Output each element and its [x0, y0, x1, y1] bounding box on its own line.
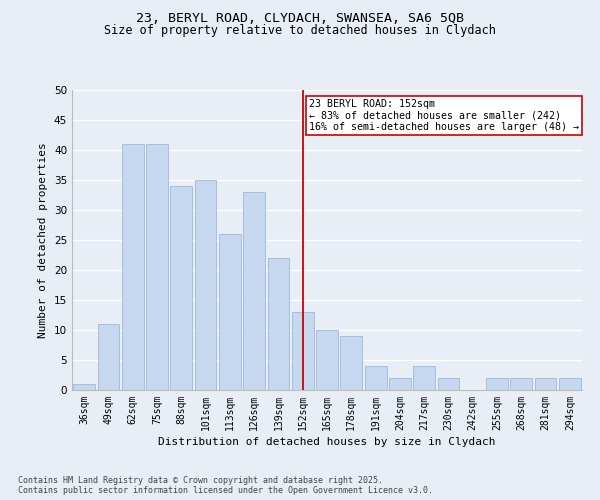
Text: 23 BERYL ROAD: 152sqm
← 83% of detached houses are smaller (242)
16% of semi-det: 23 BERYL ROAD: 152sqm ← 83% of detached … — [309, 99, 579, 132]
Bar — [97, 324, 119, 390]
Text: Size of property relative to detached houses in Clydach: Size of property relative to detached ho… — [104, 24, 496, 37]
Bar — [365, 366, 386, 390]
Bar — [340, 336, 362, 390]
Text: Contains HM Land Registry data © Crown copyright and database right 2025.
Contai: Contains HM Land Registry data © Crown c… — [18, 476, 433, 495]
Bar — [170, 186, 192, 390]
Y-axis label: Number of detached properties: Number of detached properties — [38, 142, 49, 338]
X-axis label: Distribution of detached houses by size in Clydach: Distribution of detached houses by size … — [158, 437, 496, 447]
Bar — [268, 258, 289, 390]
Bar — [486, 378, 508, 390]
Bar — [535, 378, 556, 390]
Bar — [559, 378, 581, 390]
Bar — [219, 234, 241, 390]
Bar — [292, 312, 314, 390]
Bar — [122, 144, 143, 390]
Bar — [194, 180, 217, 390]
Text: 23, BERYL ROAD, CLYDACH, SWANSEA, SA6 5QB: 23, BERYL ROAD, CLYDACH, SWANSEA, SA6 5Q… — [136, 12, 464, 26]
Bar — [146, 144, 168, 390]
Bar — [389, 378, 411, 390]
Bar — [511, 378, 532, 390]
Bar — [73, 384, 95, 390]
Bar — [316, 330, 338, 390]
Bar — [243, 192, 265, 390]
Bar — [437, 378, 460, 390]
Bar — [413, 366, 435, 390]
